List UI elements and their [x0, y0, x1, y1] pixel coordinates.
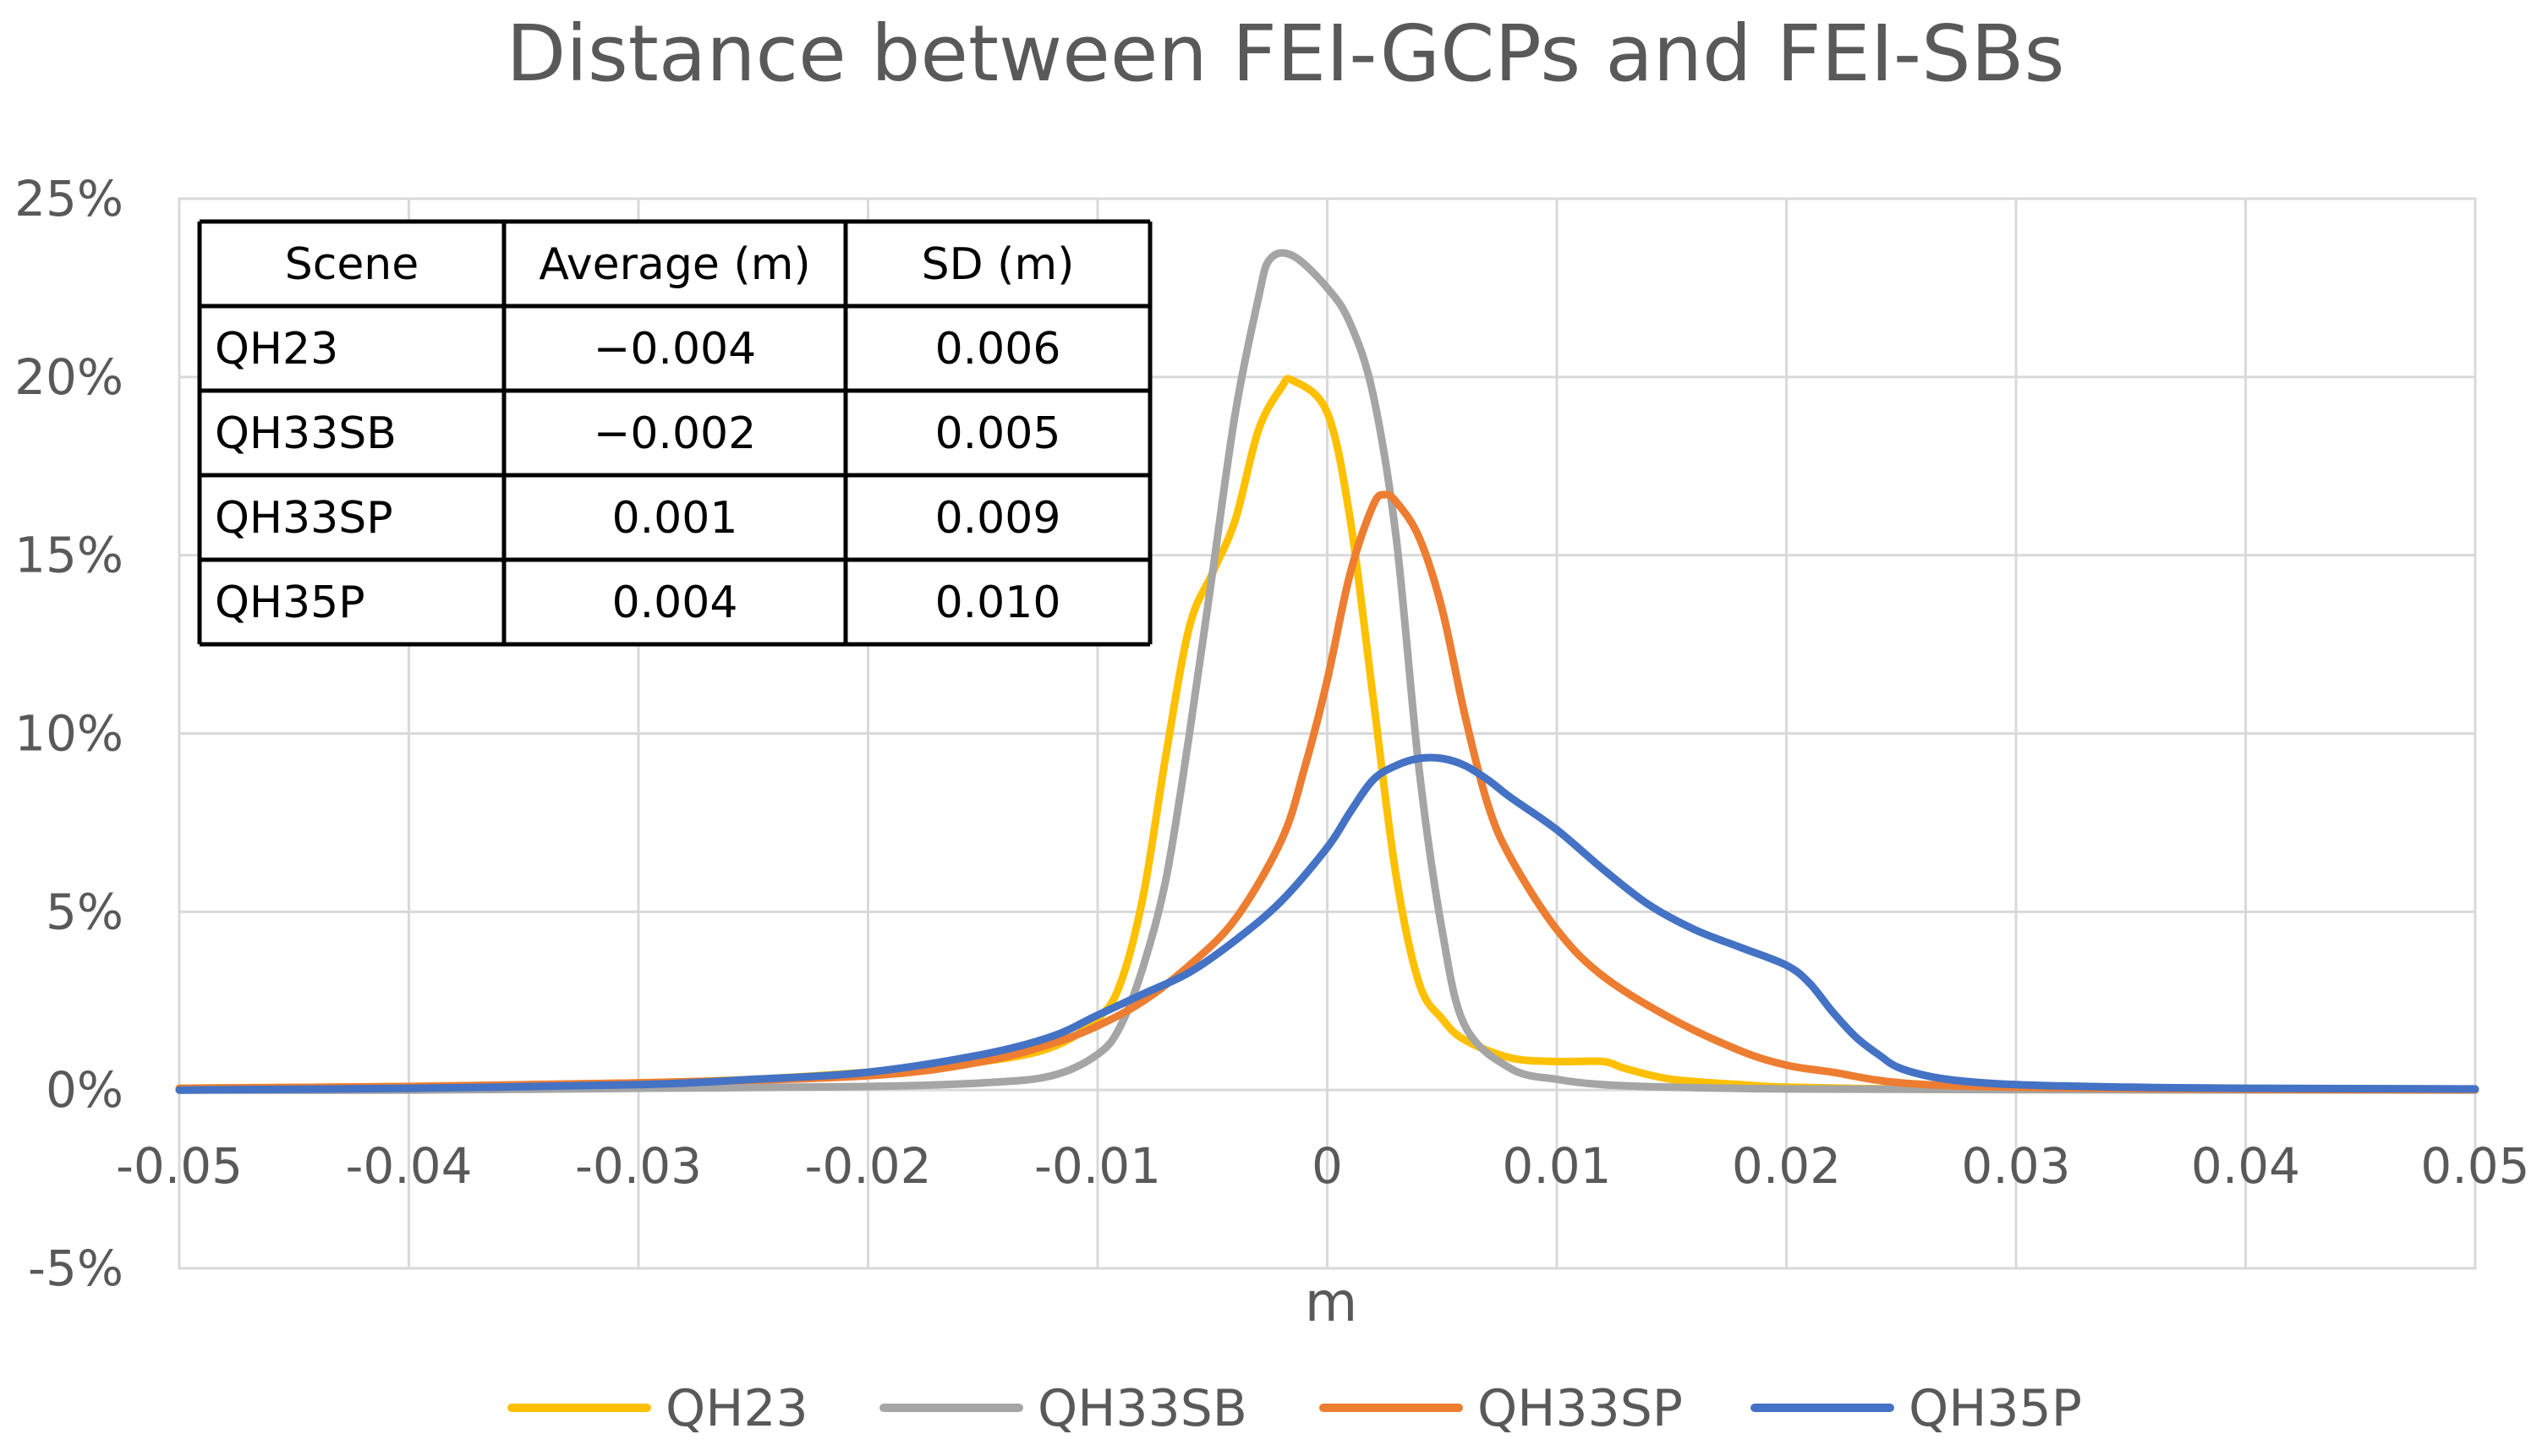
legend-label-qh33sp: QH33SP — [1477, 1379, 1683, 1438]
table-header-cell: Average (m) — [539, 239, 810, 290]
table-cell: 0.001 — [612, 493, 738, 544]
series-line-qh35p — [175, 753, 2479, 1094]
table-header-cell: Scene — [285, 239, 419, 290]
x-axis-ticks: -0.05 -0.04 -0.03 -0.02 -0.01 0 0.01 0.02 0.03 0.… — [116, 1137, 2530, 1195]
table-cell: 0.005 — [935, 408, 1061, 459]
summary-table-bg — [200, 222, 1150, 644]
x-tick-label: 0.02 — [1732, 1137, 1841, 1195]
y-tick-label: 20% — [14, 348, 123, 406]
legend-label-qh23: QH23 — [666, 1379, 808, 1438]
x-tick-label: 0.03 — [1961, 1137, 2070, 1195]
table-cell: QH23 — [215, 324, 338, 375]
table-cell: 0.004 — [612, 577, 738, 628]
table-cell: 0.010 — [935, 577, 1061, 628]
series-lines — [175, 249, 2479, 1094]
x-tick-label: 0 — [1312, 1137, 1343, 1195]
x-tick-label: -0.01 — [1034, 1137, 1161, 1195]
table-cell: QH35P — [215, 577, 365, 628]
x-tick-label: 0.05 — [2420, 1137, 2529, 1195]
x-tick-label: -0.04 — [345, 1137, 472, 1195]
legend: QH23 QH33SB QH33SP QH35P — [507, 1379, 2082, 1438]
y-tick-label: 10% — [14, 705, 123, 763]
y-tick-label: 15% — [14, 527, 123, 584]
summary-table: Scene Average (m) SD (m) QH23 −0.004 0.006 QH3… — [197, 219, 1153, 647]
table-cell: QH33SP — [215, 493, 393, 544]
y-axis-ticks: -5% 0% 5% 10% 15% 20% 25% — [14, 170, 123, 1297]
table-cell: −0.004 — [594, 324, 756, 375]
x-tick-label: 0.01 — [1502, 1137, 1611, 1195]
table-cell: 0.009 — [935, 493, 1061, 544]
x-tick-label: -0.02 — [804, 1137, 931, 1195]
table-cell: QH33SB — [215, 408, 397, 459]
x-tick-label: -0.05 — [116, 1137, 243, 1195]
table-cell: −0.002 — [594, 408, 756, 459]
plot-frame — [178, 197, 2477, 1270]
series-line-qh33sp — [175, 490, 2479, 1094]
y-tick-label: 5% — [46, 883, 123, 940]
legend-label-qh35p: QH35P — [1909, 1379, 2082, 1438]
series-line-qh33sb — [175, 249, 2479, 1094]
y-tick-label: -5% — [28, 1240, 123, 1297]
table-cell: 0.006 — [935, 324, 1061, 375]
chart-title: Distance between FEI-GCPs and FEI-SBs — [506, 8, 2064, 99]
table-header-cell: SD (m) — [922, 239, 1075, 290]
x-tick-label: 0.04 — [2191, 1137, 2300, 1195]
x-tick-label: -0.03 — [575, 1137, 702, 1195]
y-tick-label: 25% — [14, 170, 123, 227]
y-tick-label: 0% — [46, 1061, 123, 1119]
legend-label-qh33sb: QH33SB — [1038, 1379, 1247, 1438]
x-axis-label: m — [1305, 1272, 1357, 1334]
